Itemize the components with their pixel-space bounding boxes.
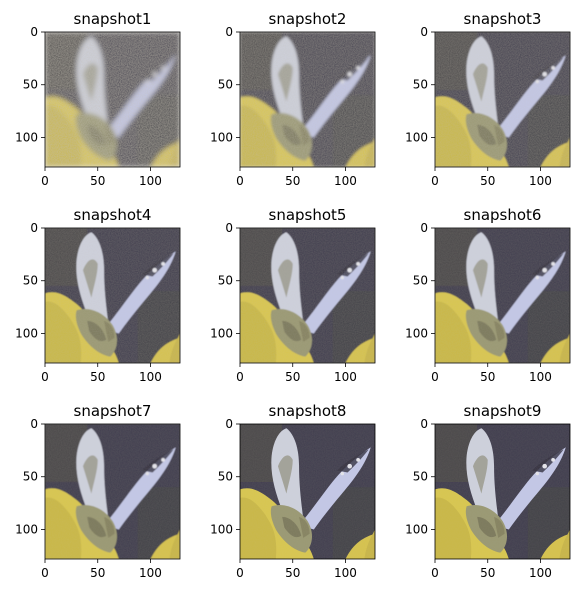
x-tick-label: 50	[480, 174, 495, 188]
y-tick-label: 100	[405, 326, 428, 340]
x-tick-label: 50	[285, 566, 300, 580]
axes-frame	[434, 31, 571, 168]
subplot-title: snapshot4	[74, 206, 152, 224]
axes-frame	[434, 227, 571, 364]
x-tick-label: 0	[236, 174, 244, 188]
y-tick-label: 100	[210, 130, 233, 144]
x-tick-label: 100	[139, 566, 162, 580]
snapshot-image	[435, 32, 570, 167]
y-tick-label: 100	[210, 522, 233, 536]
subplot-title: snapshot5	[269, 206, 347, 224]
y-tick-label: 0	[225, 417, 233, 431]
x-tick-label: 100	[334, 566, 357, 580]
subplot-title: snapshot8	[269, 402, 347, 420]
subplot-9: snapshot9 0 50 100 0 50 100	[405, 402, 571, 580]
snapshot-image	[240, 228, 375, 363]
subplot-8: snapshot8 0 50 100 0 50 100	[210, 402, 376, 580]
x-tick-label: 50	[480, 370, 495, 384]
x-tick-label: 0	[431, 566, 439, 580]
y-tick-label: 0	[30, 221, 38, 235]
subplot-title: snapshot3	[464, 10, 542, 28]
y-tick-label: 0	[30, 417, 38, 431]
x-tick-label: 100	[334, 174, 357, 188]
y-tick-label: 0	[30, 25, 38, 39]
snapshot-image	[240, 424, 375, 559]
y-tick-label: 0	[420, 25, 428, 39]
y-tick-label: 100	[15, 326, 38, 340]
subplot-title: snapshot9	[464, 402, 542, 420]
axes-frame	[44, 31, 181, 168]
y-tick-label: 0	[420, 417, 428, 431]
x-tick-label: 0	[431, 370, 439, 384]
axes-frame	[239, 31, 376, 168]
snapshot-image	[435, 228, 570, 363]
axes-frame	[239, 423, 376, 560]
y-tick-label: 0	[225, 25, 233, 39]
y-tick-label: 50	[413, 78, 428, 92]
y-tick-label: 0	[420, 221, 428, 235]
x-tick-label: 100	[529, 370, 552, 384]
y-tick-label: 50	[23, 78, 38, 92]
x-tick-label: 50	[285, 174, 300, 188]
x-tick-label: 50	[90, 174, 105, 188]
y-tick-label: 100	[210, 326, 233, 340]
x-tick-label: 0	[431, 174, 439, 188]
y-tick-label: 50	[23, 470, 38, 484]
axes-frame	[239, 227, 376, 364]
snapshot-image	[45, 424, 180, 559]
y-tick-label: 50	[218, 78, 233, 92]
y-tick-label: 50	[218, 470, 233, 484]
x-tick-label: 50	[90, 370, 105, 384]
x-tick-label: 0	[41, 566, 49, 580]
x-tick-label: 50	[90, 566, 105, 580]
subplot-6: snapshot6 0 50 100 0 50 100	[405, 206, 571, 384]
axes-frame	[44, 227, 181, 364]
subplot-title: snapshot7	[74, 402, 152, 420]
y-tick-label: 50	[218, 274, 233, 288]
x-tick-label: 100	[529, 566, 552, 580]
y-tick-label: 50	[413, 274, 428, 288]
y-tick-label: 100	[405, 522, 428, 536]
x-tick-label: 50	[480, 566, 495, 580]
x-tick-label: 50	[285, 370, 300, 384]
y-tick-label: 50	[413, 470, 428, 484]
subplot-7: snapshot7 0 50 100 0 50 100	[15, 402, 181, 580]
subplot-4: snapshot4 0 50 100 0 50 100	[15, 206, 181, 384]
x-tick-label: 0	[41, 370, 49, 384]
axes-frame	[434, 423, 571, 560]
subplot-title: snapshot6	[464, 206, 542, 224]
subplot-title: snapshot2	[269, 10, 347, 28]
snapshot-image	[240, 32, 375, 167]
subplot-1: snapshot1 0 50 100 0 50 100	[15, 10, 181, 188]
snapshot-image	[435, 424, 570, 559]
y-tick-label: 100	[405, 130, 428, 144]
x-tick-label: 100	[139, 370, 162, 384]
subplot-5: snapshot5 0 50 100 0 50 100	[210, 206, 376, 384]
y-tick-label: 0	[225, 221, 233, 235]
x-tick-label: 0	[236, 370, 244, 384]
snapshot-image	[45, 32, 180, 167]
y-tick-label: 50	[23, 274, 38, 288]
x-tick-label: 0	[41, 174, 49, 188]
subplot-2: snapshot2 0 50 100 0 50 100	[210, 10, 376, 188]
snapshot-image	[45, 228, 180, 363]
subplot-title: snapshot1	[74, 10, 152, 28]
x-tick-label: 100	[139, 174, 162, 188]
subplot-3: snapshot3 0 50 100 0 50 100	[405, 10, 571, 188]
y-tick-label: 100	[15, 130, 38, 144]
x-tick-label: 100	[334, 370, 357, 384]
y-tick-label: 100	[15, 522, 38, 536]
x-tick-label: 100	[529, 174, 552, 188]
axes-frame	[44, 423, 181, 560]
x-tick-label: 0	[236, 566, 244, 580]
